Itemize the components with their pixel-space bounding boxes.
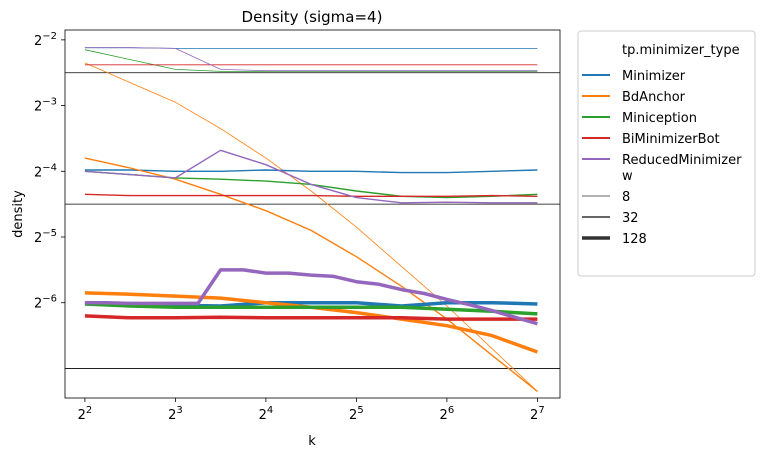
series-layer — [84, 47, 538, 392]
series-bdanchor-w32 — [84, 157, 538, 392]
x-tick-label-5: 27 — [530, 405, 545, 423]
series-minimizer-w32 — [84, 169, 538, 174]
y-tick-label-0: 2−2 — [34, 31, 57, 49]
series-reducedminimizer-w128 — [84, 268, 538, 326]
chart-title: Density (sigma=4) — [242, 8, 383, 26]
series-miniception-w8 — [84, 49, 538, 72]
series-reducedminimizer-w8 — [84, 47, 538, 72]
x-tick-label-4: 26 — [440, 405, 455, 423]
legend-size-label-8: 8 — [622, 190, 630, 205]
legend-hue-title: tp.minimizer_type — [622, 43, 740, 58]
series-miniception-w128 — [84, 302, 538, 316]
y-axis-ticks: 2−2 2−3 2−4 2−5 2−6 — [34, 31, 65, 312]
legend-size-title: w — [622, 169, 633, 184]
series-reducedminimizer-w32 — [84, 149, 538, 204]
legend-label-reducedminimizer: ReducedMinimizer — [622, 153, 742, 168]
legend-label-miniception: Miniception — [622, 111, 697, 126]
x-tick-label-3: 25 — [349, 405, 364, 423]
legend: tp.minimizer_type w MinimizerBdAnchorMin… — [577, 30, 756, 277]
plot-frame — [64, 29, 561, 399]
reference-lines — [65, 72, 560, 369]
y-tick-label-4: 2−6 — [34, 294, 57, 312]
x-tick-label-0: 22 — [78, 405, 93, 423]
y-tick-label-2: 2−4 — [34, 162, 57, 180]
legend-label-biminimizerbot: BiMinimizerBot — [622, 132, 720, 147]
x-axis-title: k — [308, 434, 316, 449]
series-biminimizerbot-w32 — [84, 193, 538, 198]
legend-size-label-32: 32 — [622, 211, 639, 226]
y-tick-label-1: 2−3 — [34, 97, 57, 115]
legend-box — [577, 30, 756, 277]
x-tick-label-1: 23 — [168, 405, 183, 423]
legend-label-minimizer: Minimizer — [622, 69, 686, 84]
series-biminimizerbot-w128 — [84, 314, 538, 321]
legend-size-label-128: 128 — [622, 232, 647, 247]
x-axis-ticks: 22 23 24 25 26 27 — [78, 398, 545, 423]
x-tick-label-2: 24 — [259, 405, 274, 423]
legend-entries: Minimizer BdAnchor Miniception BiMinimizerB… — [582, 69, 742, 247]
series-bdanchor-w8 — [84, 62, 538, 392]
legend-label-bdanchor: BdAnchor — [622, 90, 686, 105]
y-tick-label-3: 2−5 — [34, 228, 57, 246]
y-axis-title: density — [11, 190, 26, 238]
